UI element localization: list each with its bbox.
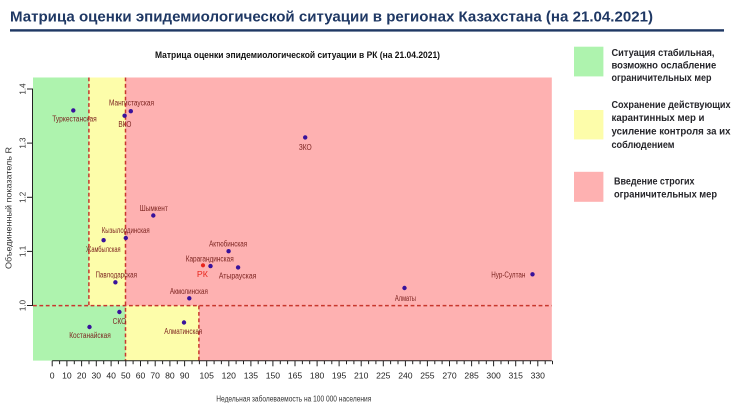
svg-text:270: 270 [442,371,457,381]
svg-text:усиление контроля за их: усиление контроля за их [612,127,731,138]
svg-text:40: 40 [106,371,116,381]
svg-text:Введение строгих: Введение строгих [614,177,695,188]
svg-text:Объединенный показатель R: Объединенный показатель R [5,147,14,269]
svg-text:Сохранение действующих: Сохранение действующих [612,100,731,111]
svg-text:1.0: 1.0 [19,299,28,311]
svg-text:10: 10 [62,371,72,381]
svg-text:60: 60 [136,371,146,381]
svg-text:ограничительных мер: ограничительных мер [612,73,712,84]
svg-text:150: 150 [266,371,281,381]
svg-text:330: 330 [531,371,546,381]
svg-text:20: 20 [77,371,87,381]
svg-text:50: 50 [121,371,131,381]
svg-text:Ситуация стабильная,: Ситуация стабильная, [612,48,715,59]
svg-text:300: 300 [486,371,501,381]
svg-text:Кызылординская: Кызылординская [102,226,150,235]
svg-text:Акмолинская: Акмолинская [170,287,208,296]
svg-text:80: 80 [165,371,175,381]
svg-text:1.4: 1.4 [19,83,28,95]
svg-text:210: 210 [354,371,369,381]
svg-text:0: 0 [50,371,55,381]
svg-text:Атырауская: Атырауская [219,271,257,280]
svg-text:РК: РК [197,269,208,279]
svg-text:Павлодарская: Павлодарская [95,271,137,280]
svg-text:Туркестанская: Туркестанская [52,115,97,124]
svg-text:315: 315 [509,371,524,381]
svg-text:возможно ослабление: возможно ослабление [612,60,717,71]
svg-text:1.2: 1.2 [19,191,28,203]
svg-text:240: 240 [398,371,413,381]
svg-text:30: 30 [92,371,102,381]
svg-text:255: 255 [420,371,435,381]
svg-text:Мангистауская: Мангистауская [109,99,154,108]
svg-text:195: 195 [332,371,347,381]
svg-text:Костанайская: Костанайская [69,331,111,340]
svg-text:Матрица оценки эпидемиологичес: Матрица оценки эпидемиологической ситуац… [155,50,440,60]
svg-text:90: 90 [180,371,190,381]
svg-text:СКО: СКО [113,317,127,326]
svg-text:Карагандинская: Карагандинская [186,255,234,264]
svg-text:120: 120 [222,371,237,381]
svg-text:ЗКО: ЗКО [299,143,312,152]
svg-text:ограничительных мер: ограничительных мер [614,189,717,200]
svg-text:Недельная заболеваемость на 10: Недельная заболеваемость на 100 000 насе… [216,394,371,403]
svg-text:карантинных мер и: карантинных мер и [612,113,705,124]
svg-text:285: 285 [464,371,479,381]
svg-text:165: 165 [288,371,303,381]
svg-text:соблюдением: соблюдением [612,140,675,151]
svg-text:105: 105 [200,371,215,381]
svg-text:1.3: 1.3 [19,137,28,149]
svg-text:1.1: 1.1 [19,245,28,257]
svg-text:Шымкент: Шымкент [140,204,168,213]
svg-text:Жамбылская: Жамбылская [86,245,121,254]
svg-text:Алматинская: Алматинская [164,327,202,336]
svg-text:Матрица оценки эпидемиологичес: Матрица оценки эпидемиологической ситуац… [10,10,653,26]
svg-text:225: 225 [376,371,391,381]
svg-text:ВКО: ВКО [118,120,131,129]
svg-text:135: 135 [244,371,259,381]
svg-text:Алматы: Алматы [395,294,416,303]
svg-text:Нур-Султан: Нур-Султан [491,271,525,280]
svg-text:Актюбинская: Актюбинская [209,240,247,249]
svg-text:70: 70 [150,371,160,381]
svg-text:180: 180 [310,371,325,381]
